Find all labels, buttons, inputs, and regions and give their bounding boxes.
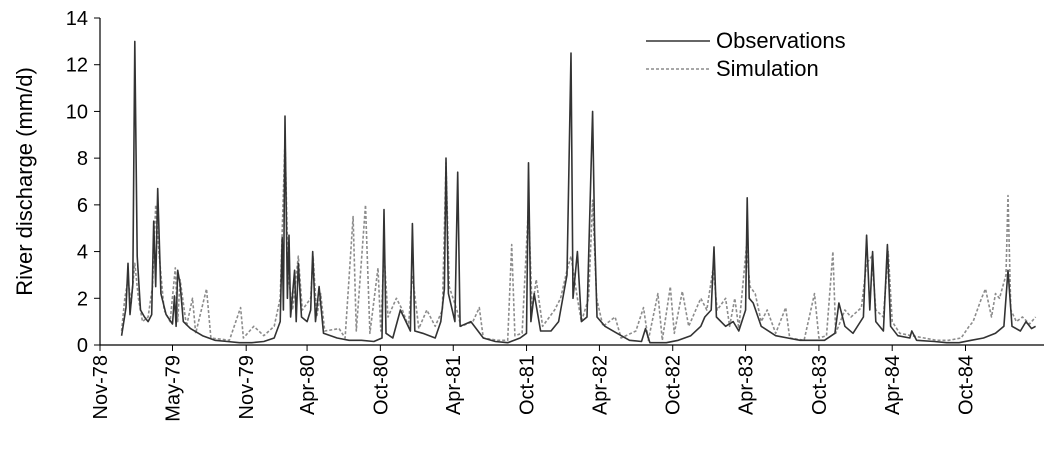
x-tick-label: Apr-80 — [297, 355, 319, 415]
y-tick-label: 12 — [66, 55, 88, 77]
y-tick-label: 0 — [77, 335, 88, 357]
x-tick-label: Apr-84 — [882, 355, 904, 415]
x-tick-label: May-79 — [162, 355, 184, 422]
x-tick-label: Oct-83 — [809, 355, 831, 415]
x-tick-label: Oct-82 — [663, 355, 685, 415]
series-line-observations — [120, 40, 1036, 344]
x-axis-ticks: Nov-78 May-79 Nov-79 Apr-80 Oct-80 Apr-81 Oct-… — [90, 345, 978, 422]
series-layer — [120, 40, 1037, 344]
x-tick-label: Oct-80 — [370, 355, 392, 415]
x-tick-label: Apr-83 — [736, 355, 758, 415]
legend: Observations Simulation — [646, 28, 846, 81]
y-tick-label: 4 — [77, 242, 88, 264]
series-line-simulation — [120, 138, 1037, 342]
legend-label-simulation: Simulation — [716, 56, 819, 81]
y-tick-label: 6 — [77, 195, 88, 217]
y-axis-ticks: 0 2 4 6 8 10 12 14 — [66, 8, 100, 357]
y-tick-label: 14 — [66, 8, 88, 30]
x-tick-label: Oct-84 — [956, 355, 978, 415]
x-tick-label: Apr-82 — [589, 355, 611, 415]
y-tick-label: 2 — [77, 288, 88, 310]
x-tick-label: Nov-78 — [90, 355, 112, 419]
legend-label-observations: Observations — [716, 28, 846, 53]
x-tick-label: Apr-81 — [443, 355, 465, 415]
y-tick-label: 8 — [77, 148, 88, 170]
y-tick-label: 10 — [66, 101, 88, 123]
y-axis-title: River discharge (mm/d) — [12, 67, 37, 296]
x-tick-label: Oct-81 — [517, 355, 539, 415]
x-tick-label: Nov-79 — [236, 355, 258, 419]
